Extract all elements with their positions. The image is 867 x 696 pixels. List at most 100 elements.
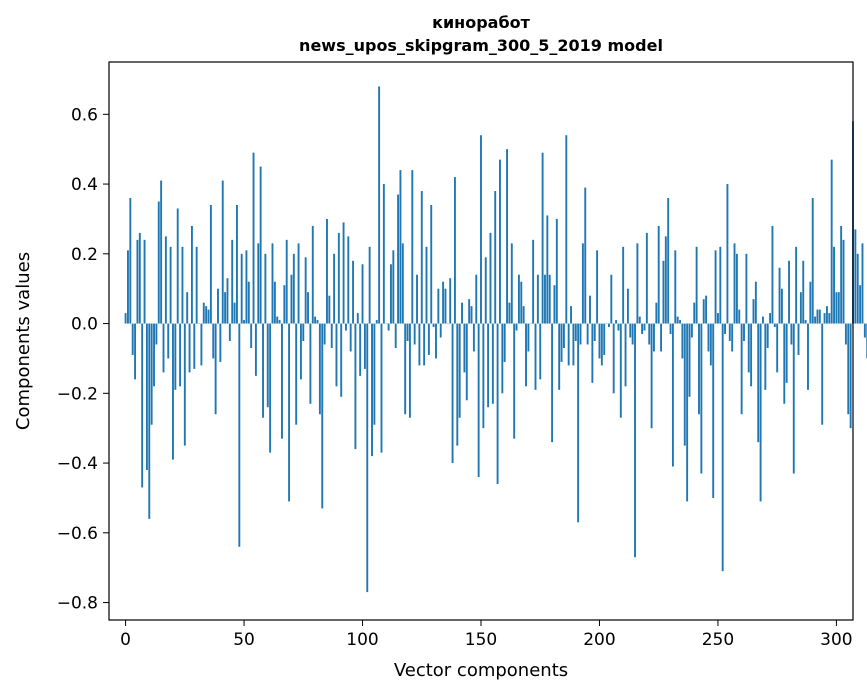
bar xyxy=(373,323,376,425)
bar xyxy=(825,306,828,324)
bar xyxy=(856,253,859,324)
bar xyxy=(716,313,719,324)
bar xyxy=(586,323,589,345)
bar xyxy=(453,177,456,324)
x-axis: 0 50 100 150 200 250 300 xyxy=(120,620,853,650)
bar xyxy=(520,281,523,324)
bar xyxy=(148,323,151,519)
bar xyxy=(494,191,497,324)
bar xyxy=(458,323,461,418)
bar xyxy=(411,170,414,324)
bar xyxy=(700,323,703,474)
bar xyxy=(297,243,300,324)
bar xyxy=(344,323,347,331)
bar xyxy=(795,246,798,324)
bar xyxy=(762,316,764,324)
bar xyxy=(579,323,582,345)
bar xyxy=(546,215,549,324)
bar xyxy=(596,250,599,324)
bar xyxy=(660,323,663,352)
bar xyxy=(254,323,257,376)
y-tick-label: −0.4 xyxy=(57,454,98,474)
bar xyxy=(160,180,163,324)
bar xyxy=(295,323,298,425)
x-tick-label: 200 xyxy=(583,630,615,650)
bar xyxy=(780,288,783,324)
bar xyxy=(567,323,570,366)
bar xyxy=(728,323,731,341)
bar xyxy=(643,323,646,331)
bar xyxy=(247,281,250,324)
bar xyxy=(759,323,762,502)
bar xyxy=(224,292,227,324)
bar xyxy=(833,246,835,324)
bar xyxy=(425,246,428,324)
bar xyxy=(629,323,632,338)
bar xyxy=(548,274,551,324)
bar xyxy=(807,323,809,390)
bar xyxy=(849,323,852,429)
bar xyxy=(532,239,535,324)
bar xyxy=(219,323,222,362)
bar xyxy=(653,323,655,352)
bar xyxy=(745,253,748,324)
bar xyxy=(394,323,397,348)
bar xyxy=(468,299,471,324)
bar xyxy=(209,204,212,324)
bar xyxy=(326,218,328,324)
bar xyxy=(750,323,753,387)
bar xyxy=(562,323,565,348)
bar xyxy=(854,229,857,324)
bar xyxy=(427,323,430,355)
chart-title-line2: news_upos_skipgram_300_5_2019 model xyxy=(299,36,663,55)
bar xyxy=(172,323,174,460)
bar xyxy=(536,274,539,324)
bar xyxy=(560,323,563,362)
bar xyxy=(323,323,326,345)
bar xyxy=(676,316,679,324)
bar xyxy=(503,323,506,362)
bar xyxy=(420,191,423,324)
bar xyxy=(783,323,786,404)
bar xyxy=(252,152,255,324)
bar xyxy=(231,239,234,324)
bar xyxy=(162,323,165,373)
bar xyxy=(472,323,475,352)
x-tick-label: 150 xyxy=(465,630,497,650)
bar xyxy=(442,281,445,324)
bar xyxy=(207,309,210,324)
bar xyxy=(141,323,144,488)
bar xyxy=(487,323,490,408)
bar xyxy=(475,274,478,324)
bar xyxy=(288,323,291,502)
bar xyxy=(489,232,492,324)
bar xyxy=(269,323,272,453)
bar xyxy=(816,309,819,324)
bar xyxy=(145,323,148,471)
bar xyxy=(307,292,309,324)
bar xyxy=(683,323,686,446)
bar xyxy=(259,166,262,324)
bar xyxy=(600,323,603,366)
bar xyxy=(771,225,774,324)
bar xyxy=(667,198,670,324)
bar xyxy=(245,250,248,324)
bar xyxy=(757,323,760,443)
bar xyxy=(169,246,172,324)
bar xyxy=(693,302,696,324)
bar xyxy=(738,309,741,324)
bar xyxy=(212,323,215,359)
bar xyxy=(240,253,243,324)
bar xyxy=(501,323,504,394)
bar xyxy=(572,323,575,366)
chart-title: киноработ news_upos_skipgram_300_5_2019 … xyxy=(299,13,663,55)
bar xyxy=(835,292,838,324)
bar xyxy=(517,274,520,324)
bar xyxy=(136,239,139,324)
bar xyxy=(266,323,269,408)
bar xyxy=(250,323,253,348)
x-axis-label: Vector components xyxy=(394,660,568,681)
bar xyxy=(695,246,698,324)
bar xyxy=(863,323,866,338)
y-tick-label: −0.2 xyxy=(57,384,98,404)
